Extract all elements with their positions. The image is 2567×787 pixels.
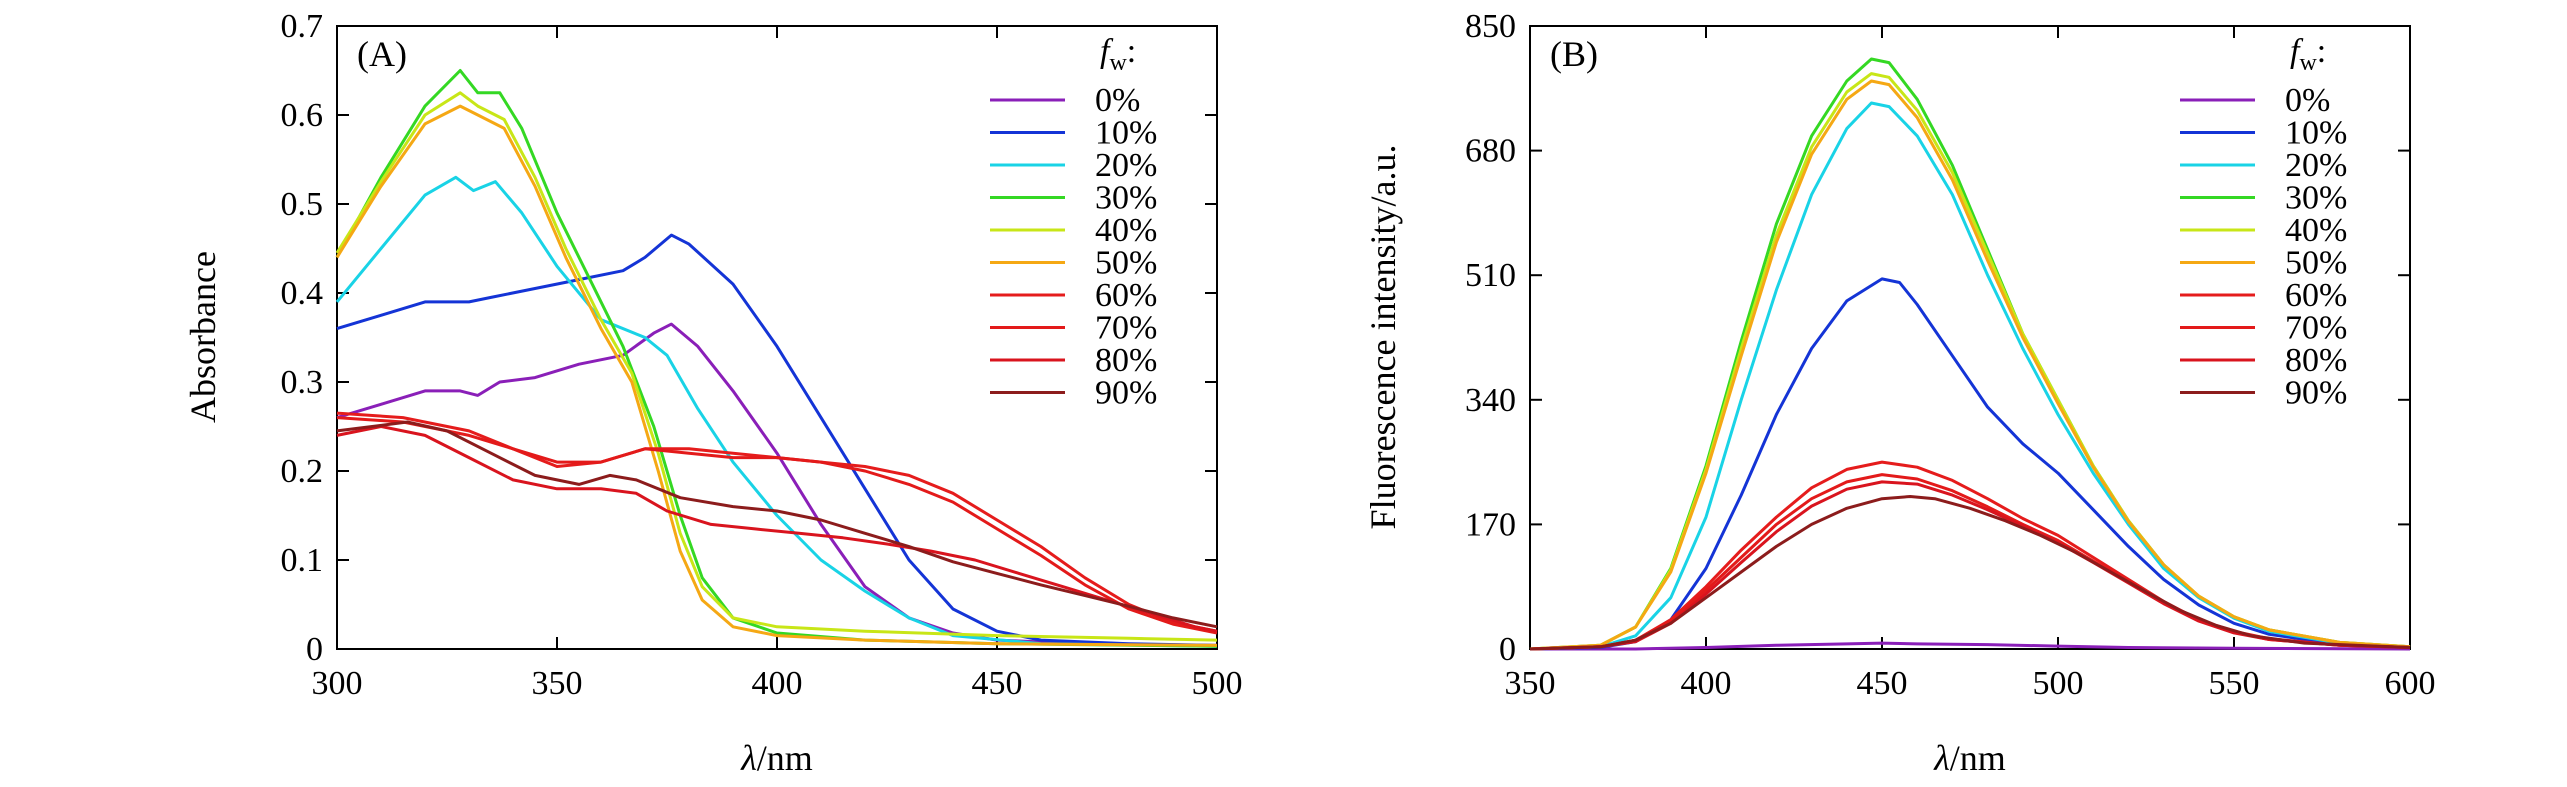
x-tick-label: 450 — [972, 665, 1023, 702]
x-tick-label: 450 — [1857, 665, 1908, 702]
panel-label: (A) — [357, 34, 407, 74]
y-axis-title: Fluorescence intensity/a.u. — [1363, 145, 1403, 530]
series-line-60pct — [336, 411, 1218, 633]
y-tick-label: 510 — [1465, 257, 1516, 294]
series-line-0pct — [1530, 641, 2411, 651]
y-tick-label: 170 — [1465, 506, 1516, 543]
panel-a: 300 350 400 450 500 0 0.1 0.2 0.3 0.4 0.5 0.6 0.7 (A… — [183, 8, 1243, 778]
x-axis-symbol: λ — [740, 738, 757, 778]
x-tick-label: 500 — [1192, 665, 1243, 702]
y-tick-label: 0.3 — [281, 364, 324, 401]
legend-title-suffix: : — [1127, 33, 1136, 70]
legend-title-sub: w — [2299, 50, 2317, 76]
legend-title-suffix: : — [2317, 33, 2326, 70]
x-axis-title: λ/nm — [740, 738, 813, 778]
series-line-0pct — [336, 322, 1218, 647]
legend-entries: 0%10%20%30%40%50%60%70%80%90% — [990, 82, 1157, 412]
y-tick-label: 0.1 — [281, 542, 324, 579]
x-tick-label: 300 — [312, 665, 363, 702]
legend-label: 0% — [2285, 82, 2330, 119]
x-tick-label: 400 — [1681, 665, 1732, 702]
y-tick-label: 850 — [1465, 8, 1516, 45]
legend-label: 60% — [1095, 277, 1157, 314]
x-tick-label: 550 — [2209, 665, 2260, 702]
y-tick-label: 0.4 — [281, 275, 324, 312]
legend-label: 40% — [1095, 212, 1157, 249]
legend-label: 40% — [2285, 212, 2347, 249]
legend-label: 0% — [1095, 82, 1140, 119]
y-tick-label: 680 — [1465, 133, 1516, 170]
legend-label: 60% — [2285, 277, 2347, 314]
series-lines — [335, 69, 1218, 648]
legend: fw: 0%10%20%30%40%50%60%70%80%90% — [2180, 33, 2347, 412]
x-tick-label: 400 — [752, 665, 803, 702]
legend-entries: 0%10%20%30%40%50%60%70%80%90% — [2180, 82, 2347, 412]
series-line-80pct — [1529, 480, 2411, 651]
x-tick-label: 350 — [532, 665, 583, 702]
series-line-80pct — [336, 425, 1218, 633]
series-line-40pct — [1529, 72, 2411, 651]
y-tick-label: 340 — [1465, 382, 1516, 419]
x-tick-label: 350 — [1505, 665, 1556, 702]
legend-title: fw: — [2290, 33, 2326, 76]
y-tick-label: 0.6 — [281, 97, 324, 134]
y-tick-label: 0.5 — [281, 186, 324, 223]
plot-frame — [336, 25, 1218, 650]
series-line-70pct — [1529, 473, 2411, 651]
series-line-90pct — [1529, 495, 2411, 651]
series-line-50pct — [335, 104, 1218, 647]
x-tick-label: 500 — [2033, 665, 2084, 702]
legend-title-sub: w — [1109, 50, 1127, 76]
series-line-10pct — [336, 233, 1218, 647]
y-axis-title: Absorbance — [183, 251, 223, 423]
x-axis-unit: /nm — [1950, 738, 2006, 778]
series-line-50pct — [1529, 79, 2411, 651]
series-line-40pct — [335, 91, 1218, 642]
legend-label: 50% — [1095, 245, 1157, 282]
legend-label: 20% — [2285, 147, 2347, 184]
legend-label: 50% — [2285, 245, 2347, 282]
legend-label: 10% — [2285, 115, 2347, 152]
series-lines — [1529, 57, 2411, 651]
series-line-30pct — [1529, 57, 2411, 651]
x-axis-title: λ/nm — [1933, 738, 2006, 778]
legend-label: 10% — [1095, 115, 1157, 152]
y-tick-label: 0.2 — [281, 453, 324, 490]
legend-label: 30% — [1095, 180, 1157, 217]
legend-label: 70% — [2285, 310, 2347, 347]
legend-label: 90% — [2285, 375, 2347, 412]
legend-title: fw: — [1100, 33, 1136, 76]
y-tick-label: 0.7 — [281, 8, 324, 45]
legend-label: 20% — [1095, 147, 1157, 184]
axis-ticks: 300 350 400 450 500 0 0.1 0.2 0.3 0.4 0.5 0.6 0.7 — [281, 8, 1243, 702]
series-line-70pct — [336, 416, 1218, 635]
panel-label: (B) — [1550, 34, 1598, 74]
legend: fw: 0%10%20%30%40%50%60%70%80%90% — [990, 33, 1157, 412]
series-line-10pct — [1529, 277, 2411, 651]
legend-label: 70% — [1095, 310, 1157, 347]
series-line-90pct — [336, 420, 1218, 629]
legend-label: 90% — [1095, 375, 1157, 412]
legend-label: 80% — [1095, 342, 1157, 379]
x-axis-unit: /nm — [757, 738, 813, 778]
legend-label: 30% — [2285, 180, 2347, 217]
series-line-60pct — [1529, 460, 2411, 651]
panel-b: 350 400 450 500 550 600 0 170 340 510 680 850 (B) F… — [1363, 8, 2436, 778]
legend-label: 80% — [2285, 342, 2347, 379]
series-line-30pct — [335, 69, 1218, 648]
series-line-20pct — [335, 175, 1218, 648]
x-tick-label: 600 — [2385, 665, 2436, 702]
plot-frame — [1529, 25, 2411, 650]
y-tick-label: 0 — [306, 631, 323, 668]
y-tick-label: 0 — [1499, 631, 1516, 668]
series-line-20pct — [1529, 101, 2411, 651]
x-axis-symbol: λ — [1933, 738, 1950, 778]
axis-ticks: 350 400 450 500 550 600 0 170 340 510 680 850 — [1465, 8, 2436, 702]
